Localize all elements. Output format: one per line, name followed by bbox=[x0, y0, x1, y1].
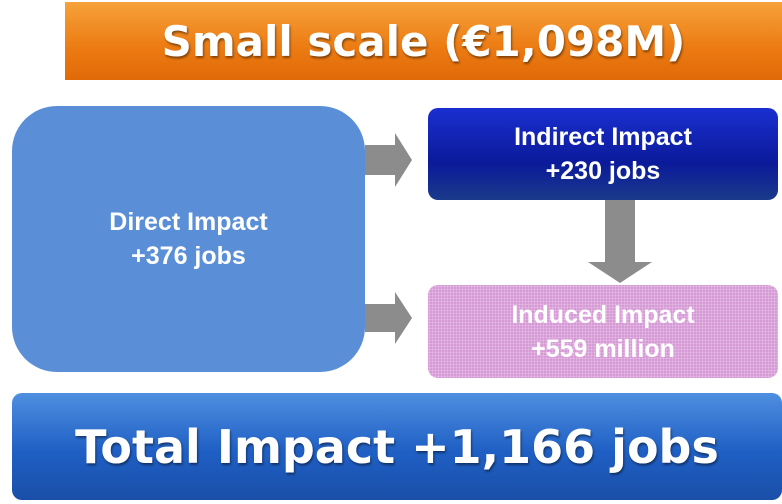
title-bar: Small scale (€1,098M) bbox=[65, 2, 782, 80]
node-label: Induced Impact bbox=[511, 300, 695, 329]
arrow-right bbox=[365, 133, 412, 187]
total-bar: Total Impact +1,166 jobs bbox=[12, 393, 782, 500]
node-label: Indirect Impact bbox=[514, 123, 692, 151]
node-label: Direct Impact bbox=[109, 208, 268, 236]
arrow-right bbox=[365, 292, 412, 344]
indirect-box: Indirect Impact +230 jobs bbox=[428, 108, 778, 200]
induced-box: Induced Impact +559 million bbox=[428, 285, 778, 378]
node-value: +376 jobs bbox=[131, 242, 246, 270]
node-value: +230 jobs bbox=[545, 157, 661, 185]
total: Total Impact +1,166 jobs bbox=[75, 419, 719, 474]
direct-box: Direct Impact +376 jobs bbox=[12, 106, 365, 372]
title: Small scale (€1,098M) bbox=[161, 16, 686, 66]
arrow-down bbox=[588, 200, 652, 283]
node-value: +559 million bbox=[531, 334, 675, 363]
